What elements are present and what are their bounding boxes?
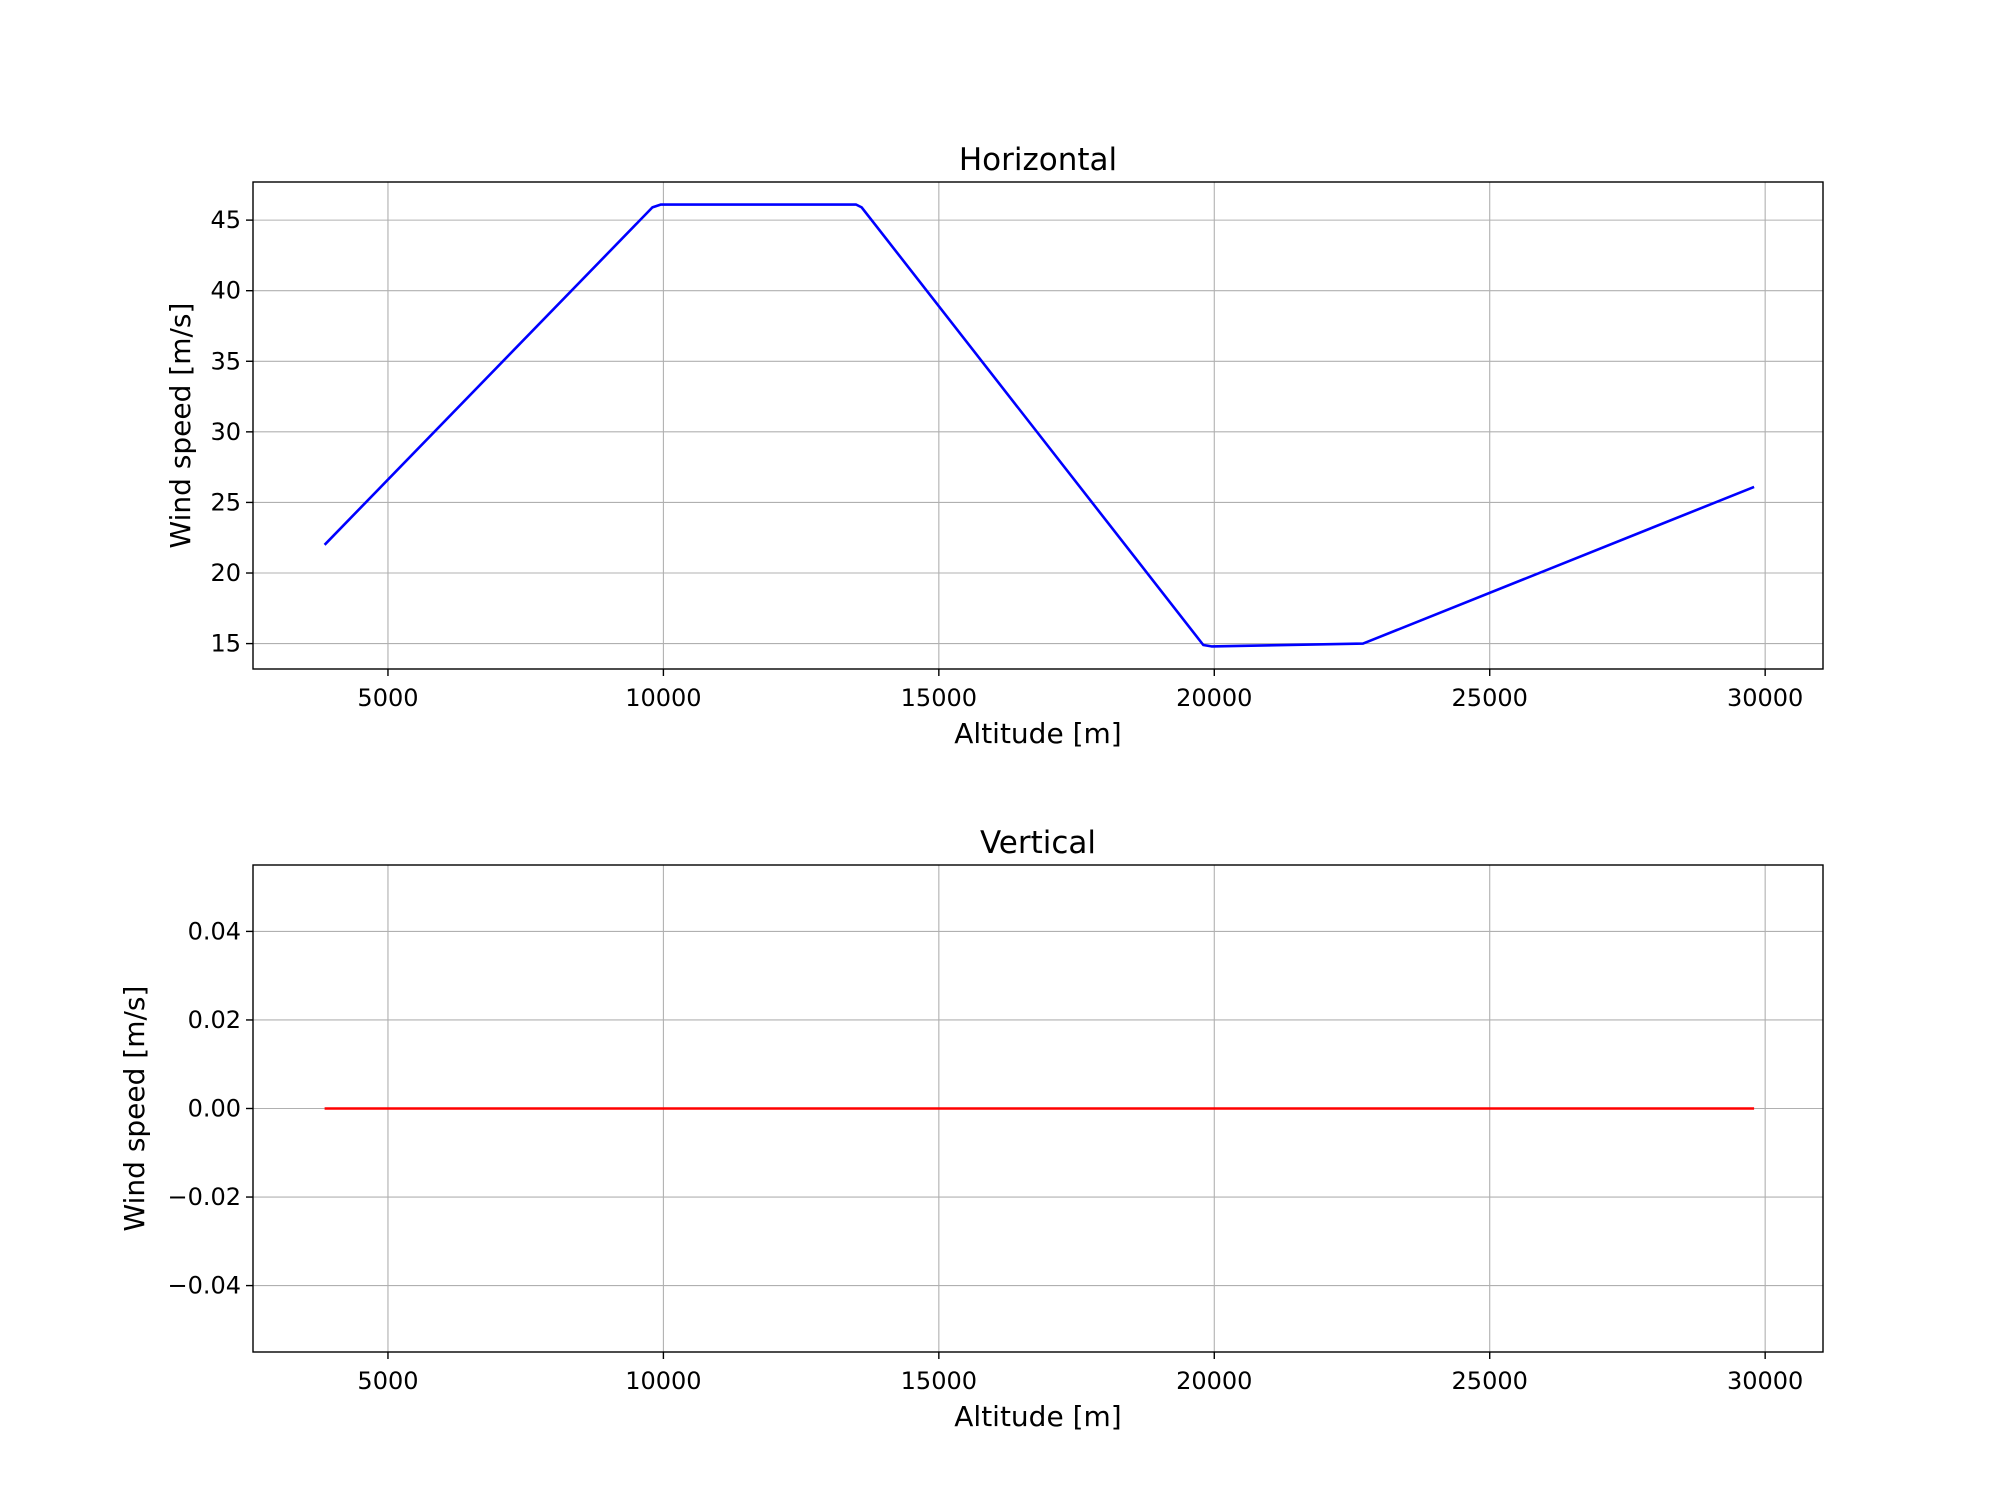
gridlines xyxy=(253,182,1823,669)
series-line xyxy=(323,203,1755,648)
y-tick-label: 20 xyxy=(210,559,241,587)
vertical-wind-panel: Vertical Altitude [m] Wind speed [m/s] 5… xyxy=(118,825,1824,1433)
y-tick-label: 15 xyxy=(210,630,241,658)
y-axis-label: Wind speed [m/s] xyxy=(164,303,197,549)
chart-title: Vertical xyxy=(980,825,1096,861)
chart-title: Horizontal xyxy=(959,142,1117,178)
x-tick-label: 25000 xyxy=(1452,1367,1528,1395)
horizontal-wind-panel: Horizontal Altitude [m] Wind speed [m/s]… xyxy=(164,142,1824,750)
x-tick-label: 20000 xyxy=(1176,1367,1252,1395)
y-tick-label: −0.02 xyxy=(167,1183,241,1211)
x-tick-label: 20000 xyxy=(1176,684,1252,712)
x-axis-label: Altitude [m] xyxy=(954,1400,1121,1433)
y-tick-label: 0.00 xyxy=(188,1095,241,1123)
x-tick-label: 15000 xyxy=(901,1367,977,1395)
x-tick-label: 30000 xyxy=(1727,684,1803,712)
y-tick-label: 25 xyxy=(210,488,241,516)
y-tick-label: 35 xyxy=(210,347,241,375)
x-tick-label: 5000 xyxy=(357,1367,418,1395)
y-tick-label: 0.02 xyxy=(188,1006,241,1034)
plot-frame xyxy=(252,864,1824,1353)
x-axis-label: Altitude [m] xyxy=(954,717,1121,750)
y-axis-label: Wind speed [m/s] xyxy=(118,986,151,1232)
x-tick-label: 10000 xyxy=(625,684,701,712)
x-tick-label: 5000 xyxy=(357,684,418,712)
y-tick-label: 40 xyxy=(210,277,241,305)
x-tick-label: 15000 xyxy=(901,684,977,712)
y-tick-label: 0.04 xyxy=(188,917,241,945)
plot-frame xyxy=(252,181,1824,670)
x-tick-label: 30000 xyxy=(1727,1367,1803,1395)
x-tick-label: 10000 xyxy=(625,1367,701,1395)
x-tick-label: 25000 xyxy=(1452,684,1528,712)
y-tick-label: 30 xyxy=(210,418,241,446)
y-tick-label: −0.04 xyxy=(167,1272,241,1300)
y-tick-label: 45 xyxy=(210,206,241,234)
